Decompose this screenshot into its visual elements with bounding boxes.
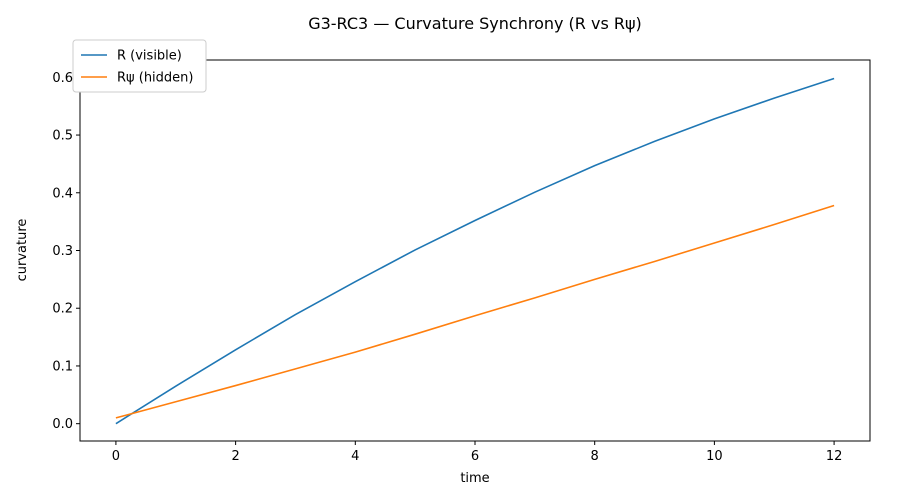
series-layer: [115, 77, 835, 425]
x-tick-label: 8: [591, 449, 599, 464]
chart-title: G3-RC3 — Curvature Synchrony (R vs Rψ): [308, 14, 642, 33]
series-line-0: [115, 77, 835, 425]
axes-frame: [79, 59, 871, 442]
y-tick-label: 0.2: [52, 302, 73, 317]
y-axis: 0.0 0.1 0.2 0.3 0.4 0.5 0.6: [52, 71, 80, 432]
x-tick-label: 2: [231, 449, 239, 464]
x-tick-label: 0: [112, 449, 120, 464]
plot-area: [79, 59, 871, 442]
legend-label-1: Rψ (hidden): [117, 71, 193, 86]
x-axis-label: time: [460, 471, 489, 486]
y-tick-label: 0.0: [52, 417, 73, 432]
legend: R (visible) Rψ (hidden): [72, 39, 207, 93]
legend-label-0: R (visible): [117, 49, 182, 64]
x-tick-label: 4: [351, 449, 359, 464]
legend-box: [72, 39, 207, 93]
y-tick-label: 0.1: [52, 359, 73, 374]
y-tick-label: 0.3: [52, 244, 73, 259]
y-tick-label: 0.4: [52, 186, 73, 201]
x-tick-label: 10: [706, 449, 723, 464]
series-line-1: [115, 204, 835, 419]
y-axis-label: curvature: [15, 219, 30, 282]
x-tick-label: 12: [826, 449, 843, 464]
y-tick-label: 0.5: [52, 129, 73, 144]
y-tick-label: 0.6: [52, 71, 73, 86]
x-axis: 0 2 4 6 8 10 12: [112, 441, 843, 464]
x-tick-label: 6: [471, 449, 479, 464]
